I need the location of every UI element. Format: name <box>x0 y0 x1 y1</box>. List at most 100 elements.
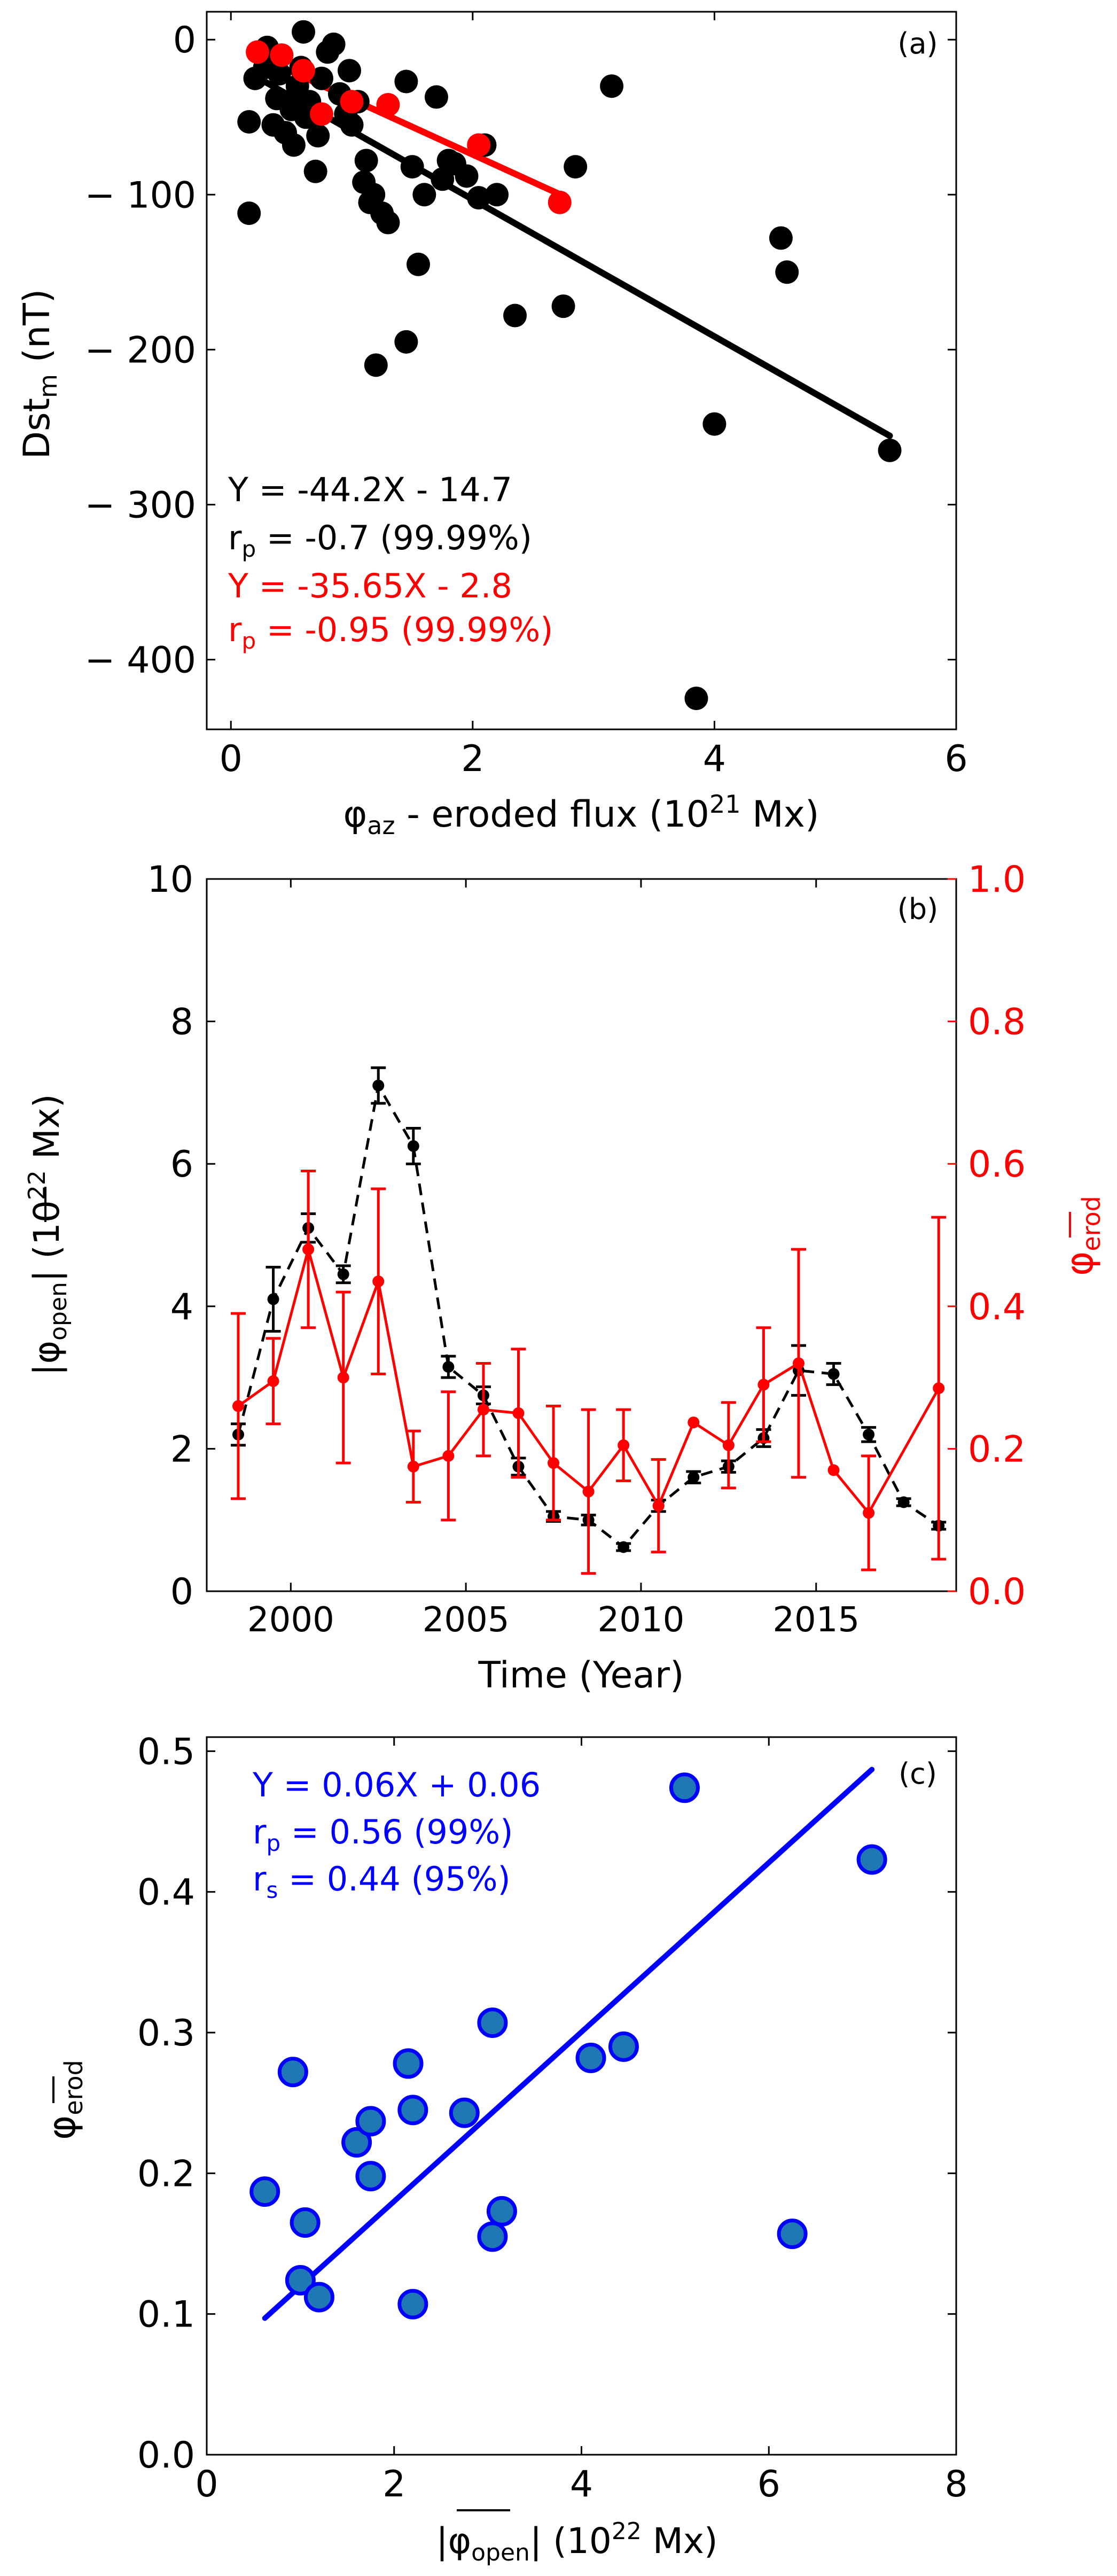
data-point-red <box>548 190 572 214</box>
y-tick-label-b-right: 1.0 <box>968 859 1026 901</box>
y-tick-label-c: 0.1 <box>137 2294 195 2336</box>
data-point <box>338 59 362 83</box>
fit-equation-c: Y = 0.06X + 0.06 <box>252 1765 541 1804</box>
data-point-c <box>608 2031 639 2062</box>
data-point-eroded <box>863 1507 875 1519</box>
data-point <box>412 183 436 207</box>
data-point <box>376 211 400 235</box>
data-point <box>354 149 378 173</box>
data-point-open-flux <box>372 1079 385 1092</box>
x-tick-label-b: 2015 <box>772 1600 860 1640</box>
data-point <box>455 164 479 188</box>
y-tick-label-c: 0.3 <box>137 2012 195 2054</box>
data-point-red <box>309 102 333 126</box>
y-tick-label-b-left: 8 <box>170 1001 193 1044</box>
data-point-eroded <box>722 1439 735 1451</box>
data-point-c <box>397 2095 428 2126</box>
panel-label-a: (a) <box>897 27 938 60</box>
x-tick-label-a: 0 <box>220 738 243 780</box>
data-point <box>485 183 509 207</box>
data-point-c <box>249 2176 280 2207</box>
y-tick-label-b-left: 2 <box>170 1428 193 1470</box>
data-point <box>292 20 316 44</box>
data-point <box>702 412 727 436</box>
data-point-c <box>290 2207 321 2238</box>
spearman-c: rs = 0.44 (95%) <box>253 1859 511 1903</box>
data-point-eroded <box>232 1400 245 1412</box>
panel-label-b: (b) <box>897 892 938 926</box>
data-point-eroded <box>267 1375 279 1387</box>
data-point-c <box>449 2097 480 2128</box>
data-point <box>322 32 346 56</box>
data-point-eroded <box>652 1500 665 1512</box>
data-point <box>267 62 291 86</box>
data-point-open-flux <box>267 1293 279 1305</box>
data-point <box>362 183 386 207</box>
data-point-c <box>341 2127 372 2158</box>
y-axis-label-a: Dstm (nT) <box>16 289 63 460</box>
data-point-eroded <box>442 1450 455 1462</box>
data-point-eroded <box>302 1243 315 1256</box>
data-point-c <box>397 2289 428 2320</box>
data-point-eroded <box>933 1382 945 1395</box>
pearson-c: rp = 0.56 (99%) <box>253 1812 513 1856</box>
y-axis-label-c: φerod <box>40 2060 88 2140</box>
data-point <box>400 155 424 179</box>
correlation-black: rp = -0.7 (99.99%) <box>228 518 532 562</box>
data-point-red <box>340 90 364 114</box>
data-point <box>878 438 902 462</box>
panel-label-c: (c) <box>899 1757 937 1791</box>
fit-equation-black: Y = -44.2X - 14.7 <box>228 470 512 509</box>
y-tick-label-b-left: 10 <box>147 859 193 901</box>
data-point-open-flux <box>827 1368 840 1380</box>
data-point-c <box>575 2042 606 2073</box>
data-point-red <box>292 59 316 83</box>
y-tick-label-b-right: 0.0 <box>968 1571 1026 1613</box>
panel-b: 2000 2005 2010 2015 0 2 4 6 8 10 0.0 0.2 0.4 0.6 0.8 1.… <box>24 859 1106 1696</box>
data-point-eroded <box>688 1417 700 1429</box>
data-point-c <box>477 2221 508 2252</box>
panel-c: 0 2 4 6 8 0.0 0.1 0.2 0.3 0.4 0.5 (c) Y = 0.06X + … <box>40 1731 968 2566</box>
data-point-open-flux <box>337 1268 349 1280</box>
fit-annotation-c: Y = 0.06X + 0.06 rp = 0.56 (99%) rs = 0.… <box>252 1765 541 1903</box>
x-axis-label-a: φaz - eroded flux (1021 Mx) <box>343 790 819 840</box>
y-axis-label-b-right: φerod <box>1058 1196 1106 1276</box>
y-tick-label-c: 0.5 <box>137 1731 195 1773</box>
y-tick-label-b-left: 0 <box>170 1571 193 1613</box>
data-point-eroded <box>618 1439 630 1451</box>
data-point <box>237 201 261 225</box>
data-point <box>600 74 624 98</box>
data-point-red <box>270 43 294 67</box>
x-tick-label-b: 2010 <box>598 1600 685 1640</box>
y-tick-label-c: 0.4 <box>137 1872 195 1914</box>
data-point-c <box>355 2161 386 2192</box>
data-point-open-flux <box>407 1140 419 1152</box>
data-point <box>684 686 708 710</box>
y-tick-label-a: 0 <box>173 19 196 61</box>
data-point <box>282 133 306 157</box>
data-point-c <box>669 1772 700 1803</box>
data-point-eroded <box>407 1460 419 1473</box>
data-point-eroded <box>582 1485 595 1498</box>
y-tick-label-c: 0.0 <box>137 2434 195 2477</box>
x-axis-label-c: |φopen| (1022 Mx) <box>436 2518 717 2566</box>
plot-frame-b <box>206 878 957 1592</box>
data-point <box>551 294 575 318</box>
data-point-c <box>477 2007 508 2038</box>
data-point-open-flux <box>442 1361 455 1373</box>
data-point-c <box>277 2057 308 2088</box>
y-tick-label-a: − 100 <box>85 174 196 216</box>
data-point <box>424 85 448 109</box>
data-point <box>394 330 418 354</box>
data-point-red <box>467 133 491 157</box>
data-point-c <box>486 2196 517 2227</box>
x-axis-label-b: Time (Year) <box>478 1654 684 1696</box>
data-point-open-flux <box>897 1496 910 1508</box>
data-point <box>306 124 330 148</box>
data-point <box>364 353 388 377</box>
data-point-eroded <box>477 1404 489 1416</box>
x-tick-label-c: 4 <box>570 2463 593 2505</box>
y-tick-label-a: − 200 <box>85 329 196 371</box>
data-point <box>303 159 327 183</box>
y-tick-label-b-left: 4 <box>170 1286 193 1328</box>
